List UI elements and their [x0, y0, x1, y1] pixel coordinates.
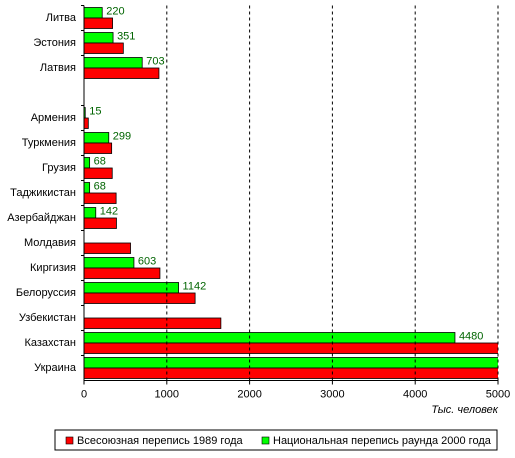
legend-swatch: [261, 436, 270, 445]
y-tick-label: Латвия: [40, 62, 76, 74]
bar: [84, 7, 103, 19]
bar: [84, 242, 131, 254]
legend-label: Национальная перепись раунда 2000 года: [273, 435, 492, 447]
y-tick-label: Азербайджан: [7, 212, 76, 224]
bar: [84, 192, 117, 204]
value-label: 142: [100, 205, 118, 217]
value-label: 4480: [459, 330, 483, 342]
y-tick-label: Казахстан: [24, 337, 76, 349]
bar: [84, 132, 110, 144]
value-label: 1142: [183, 280, 207, 292]
bar: [84, 267, 161, 279]
bar: [84, 42, 124, 54]
legend-label: Всесоюзная перепись 1989 года: [77, 435, 243, 447]
bar: [84, 367, 498, 379]
bar: [84, 282, 179, 294]
x-tick-label: 4000: [403, 388, 427, 400]
y-tick-label: Белоруссия: [16, 287, 76, 299]
bar: [84, 157, 91, 169]
value-label: 220: [106, 5, 124, 17]
value-label: 15: [89, 105, 101, 117]
bar: [84, 17, 113, 29]
bar: [84, 317, 222, 329]
bar: [84, 67, 160, 79]
x-tick-label: 5000: [486, 388, 510, 400]
y-tick-label: Армения: [31, 112, 76, 124]
value-label: 603: [138, 255, 156, 267]
value-label: 68: [94, 155, 106, 167]
bar: [84, 182, 91, 194]
x-tick-label: 3000: [320, 388, 344, 400]
bar: [84, 342, 498, 354]
x-tick-label: 1000: [155, 388, 179, 400]
y-tick-label: Таджикистан: [10, 187, 76, 199]
value-label: 68: [94, 180, 106, 192]
y-tick-label: Украина: [34, 362, 77, 374]
bar: [84, 167, 113, 179]
value-label: 351: [117, 30, 135, 42]
legend-box: [54, 429, 498, 451]
bar: [84, 57, 143, 69]
y-tick-label: Туркмения: [22, 137, 76, 149]
y-tick-label: Киргизия: [30, 262, 76, 274]
bar: [84, 357, 498, 369]
bar: [84, 117, 89, 129]
y-tick-label: Молдавия: [24, 237, 76, 249]
y-tick-label: Узбекистан: [19, 312, 76, 324]
y-tick-label: Эстония: [33, 37, 76, 49]
bar: [84, 217, 117, 229]
plot-area: [84, 7, 498, 379]
y-tick-label: Литва: [46, 12, 77, 24]
value-label: 703: [146, 55, 164, 67]
x-axis-label: Тыс. человек: [431, 404, 498, 416]
x-tick-label: 0: [81, 388, 87, 400]
x-tick-label: 2000: [237, 388, 261, 400]
bar: [84, 292, 196, 304]
bar: [84, 257, 135, 269]
value-label: 299: [113, 130, 131, 142]
bar: [84, 332, 456, 344]
y-tick-label: Грузия: [42, 162, 76, 174]
bar: [84, 142, 113, 154]
bar: [84, 207, 97, 219]
bar: [84, 32, 114, 44]
legend-swatch: [65, 436, 74, 445]
